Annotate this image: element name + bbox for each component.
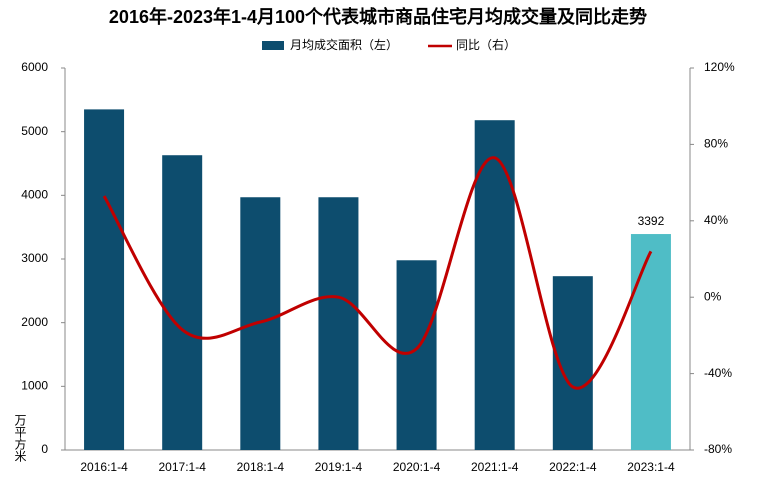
y2-tick-label: -80% (704, 442, 732, 456)
bar (396, 260, 437, 450)
bar (318, 197, 359, 450)
bar (162, 155, 203, 450)
x-tick-label: 2019:1-4 (315, 460, 363, 474)
legend-label: 月均成交面积（左） (290, 37, 398, 52)
y-tick-label: 6000 (21, 60, 48, 74)
bar (84, 109, 125, 450)
y2-tick-label: 40% (704, 213, 728, 227)
x-tick-label: 2023:1-4 (627, 460, 675, 474)
y-axis-label: 万平方米 (13, 414, 27, 462)
bar (630, 234, 671, 450)
legend-swatch (262, 41, 284, 50)
x-tick-label: 2016:1-4 (80, 460, 128, 474)
y-tick-label: 4000 (21, 188, 48, 202)
y-tick-label: 0 (41, 442, 48, 456)
chart-title: 2016年-2023年1-4月100个代表城市商品住宅月均成交量及同比走势 (109, 6, 647, 27)
y-tick-label: 1000 (21, 379, 48, 393)
y-tick-label: 2000 (21, 315, 48, 329)
x-tick-label: 2022:1-4 (549, 460, 597, 474)
legend-label: 同比（右） (456, 37, 516, 52)
y2-tick-label: 120% (704, 60, 735, 74)
x-tick-label: 2020:1-4 (393, 460, 441, 474)
line (102, 156, 653, 390)
y2-tick-label: 0% (704, 289, 722, 303)
x-tick-label: 2017:1-4 (159, 460, 207, 474)
y2-tick-label: -40% (704, 366, 732, 380)
y2-tick-label: 80% (704, 137, 728, 151)
x-tick-label: 2021:1-4 (471, 460, 519, 474)
bar (240, 197, 281, 450)
x-tick-label: 2018:1-4 (237, 460, 285, 474)
y-tick-label: 5000 (21, 124, 48, 138)
y-tick-label: 3000 (21, 251, 48, 265)
data-label: 3392 (638, 214, 665, 228)
